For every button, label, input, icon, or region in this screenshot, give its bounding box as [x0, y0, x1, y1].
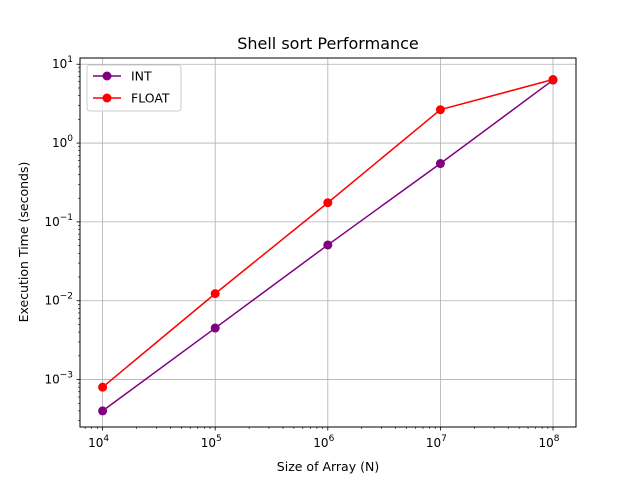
series-int-point — [435, 159, 445, 169]
series-float-point — [548, 75, 558, 85]
chart-title: Shell sort Performance — [237, 34, 419, 53]
x-axis-label: Size of Array (N) — [277, 459, 379, 474]
series-int-point — [98, 406, 108, 416]
series-float-point — [323, 198, 333, 208]
y-axis-label: Execution Time (seconds) — [16, 162, 31, 323]
legend-float-label: FLOAT — [131, 91, 170, 106]
series-layer — [98, 75, 558, 416]
legend-int-marker — [102, 71, 112, 81]
series-float-point — [210, 289, 220, 299]
series-float-point — [435, 105, 445, 115]
series-float — [98, 75, 558, 392]
legend-float-marker — [102, 93, 112, 103]
legend: INT FLOAT — [86, 64, 182, 112]
series-int-point — [210, 323, 220, 333]
series-float-point — [98, 382, 108, 392]
legend-int-label: INT — [131, 69, 152, 84]
series-int-point — [323, 240, 333, 250]
